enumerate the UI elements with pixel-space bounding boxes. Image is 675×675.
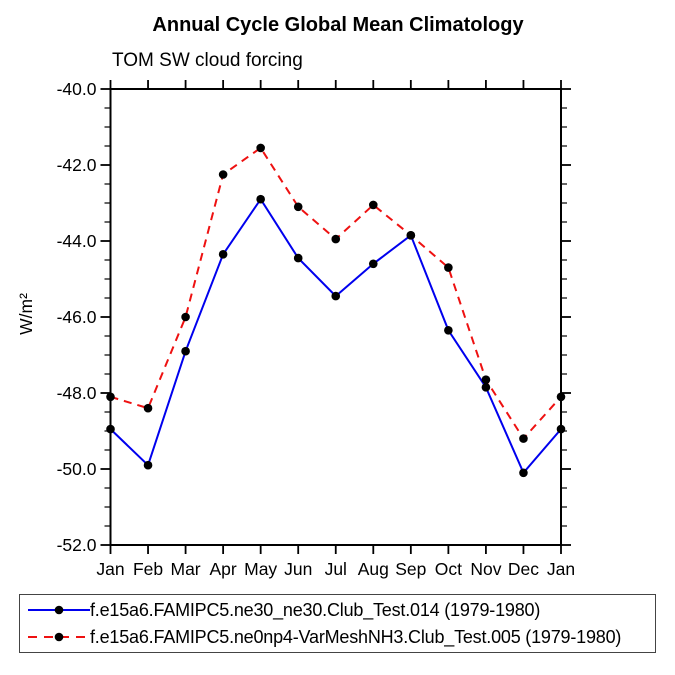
data-point	[519, 434, 528, 443]
data-point	[519, 468, 528, 478]
y-tick-label: -46.0	[57, 307, 97, 327]
data-point	[444, 263, 453, 272]
data-point	[256, 143, 265, 153]
data-point	[556, 424, 566, 434]
data-point	[293, 253, 303, 263]
month-label: Jul	[325, 559, 347, 579]
data-point	[331, 234, 341, 244]
data-point	[106, 424, 115, 434]
data-point	[368, 259, 378, 269]
month-label: May	[244, 559, 277, 579]
data-point	[181, 346, 190, 356]
y-tick-label: -40.0	[57, 79, 97, 99]
legend-line-sample-blue	[28, 605, 90, 615]
legend-line-sample-red	[28, 632, 90, 642]
data-point	[181, 312, 190, 322]
data-point	[218, 170, 228, 179]
data-point	[106, 392, 115, 402]
data-point	[444, 326, 453, 335]
y-tick-label: -48.0	[57, 383, 97, 403]
legend-sample-marker	[54, 605, 64, 615]
y-axis-label: W/m²	[16, 293, 36, 335]
chart-subtitle: TOM SW cloud forcing	[112, 50, 303, 71]
month-label: Dec	[508, 559, 539, 579]
y-tick-label: -44.0	[57, 231, 97, 251]
legend-entry: f.e15a6.FAMIPC5.ne30_ne30.Club_Test.014 …	[28, 597, 655, 622]
legend-label: f.e15a6.FAMIPC5.ne30_ne30.Club_Test.014 …	[90, 599, 541, 620]
month-label: Sep	[395, 559, 426, 579]
month-label: Aug	[358, 559, 389, 579]
month-label: Nov	[470, 559, 501, 579]
month-label: Oct	[435, 559, 462, 579]
y-tick-label: -42.0	[57, 155, 97, 175]
data-point	[256, 194, 265, 204]
data-point	[218, 250, 228, 259]
month-label: Mar	[171, 559, 201, 579]
legend-label: f.e15a6.FAMIPC5.ne0np4-VarMeshNH3.Club_T…	[90, 627, 622, 648]
data-point	[406, 231, 416, 240]
data-point	[481, 383, 491, 392]
month-label: Jun	[284, 559, 312, 579]
legend-sample-marker	[54, 632, 64, 642]
data-point	[368, 200, 378, 210]
month-label: Feb	[133, 559, 163, 579]
legend-entry: f.e15a6.FAMIPC5.ne0np4-VarMeshNH3.Club_T…	[28, 625, 655, 650]
data-point	[481, 375, 491, 385]
month-label: Jan	[96, 559, 124, 579]
chart-title: Annual Cycle Global Mean Climatology	[152, 14, 524, 36]
data-point	[331, 291, 341, 301]
data-point	[143, 460, 153, 470]
y-tick-label: -52.0	[57, 535, 97, 555]
data-point	[143, 403, 153, 413]
axes-frame	[109, 88, 562, 546]
month-label: Jan	[547, 559, 575, 579]
data-point	[293, 202, 303, 212]
month-label: Apr	[210, 559, 237, 579]
y-tick-label: -50.0	[57, 459, 97, 479]
legend: f.e15a6.FAMIPC5.ne30_ne30.Club_Test.014 …	[19, 594, 656, 653]
data-point	[556, 392, 566, 402]
